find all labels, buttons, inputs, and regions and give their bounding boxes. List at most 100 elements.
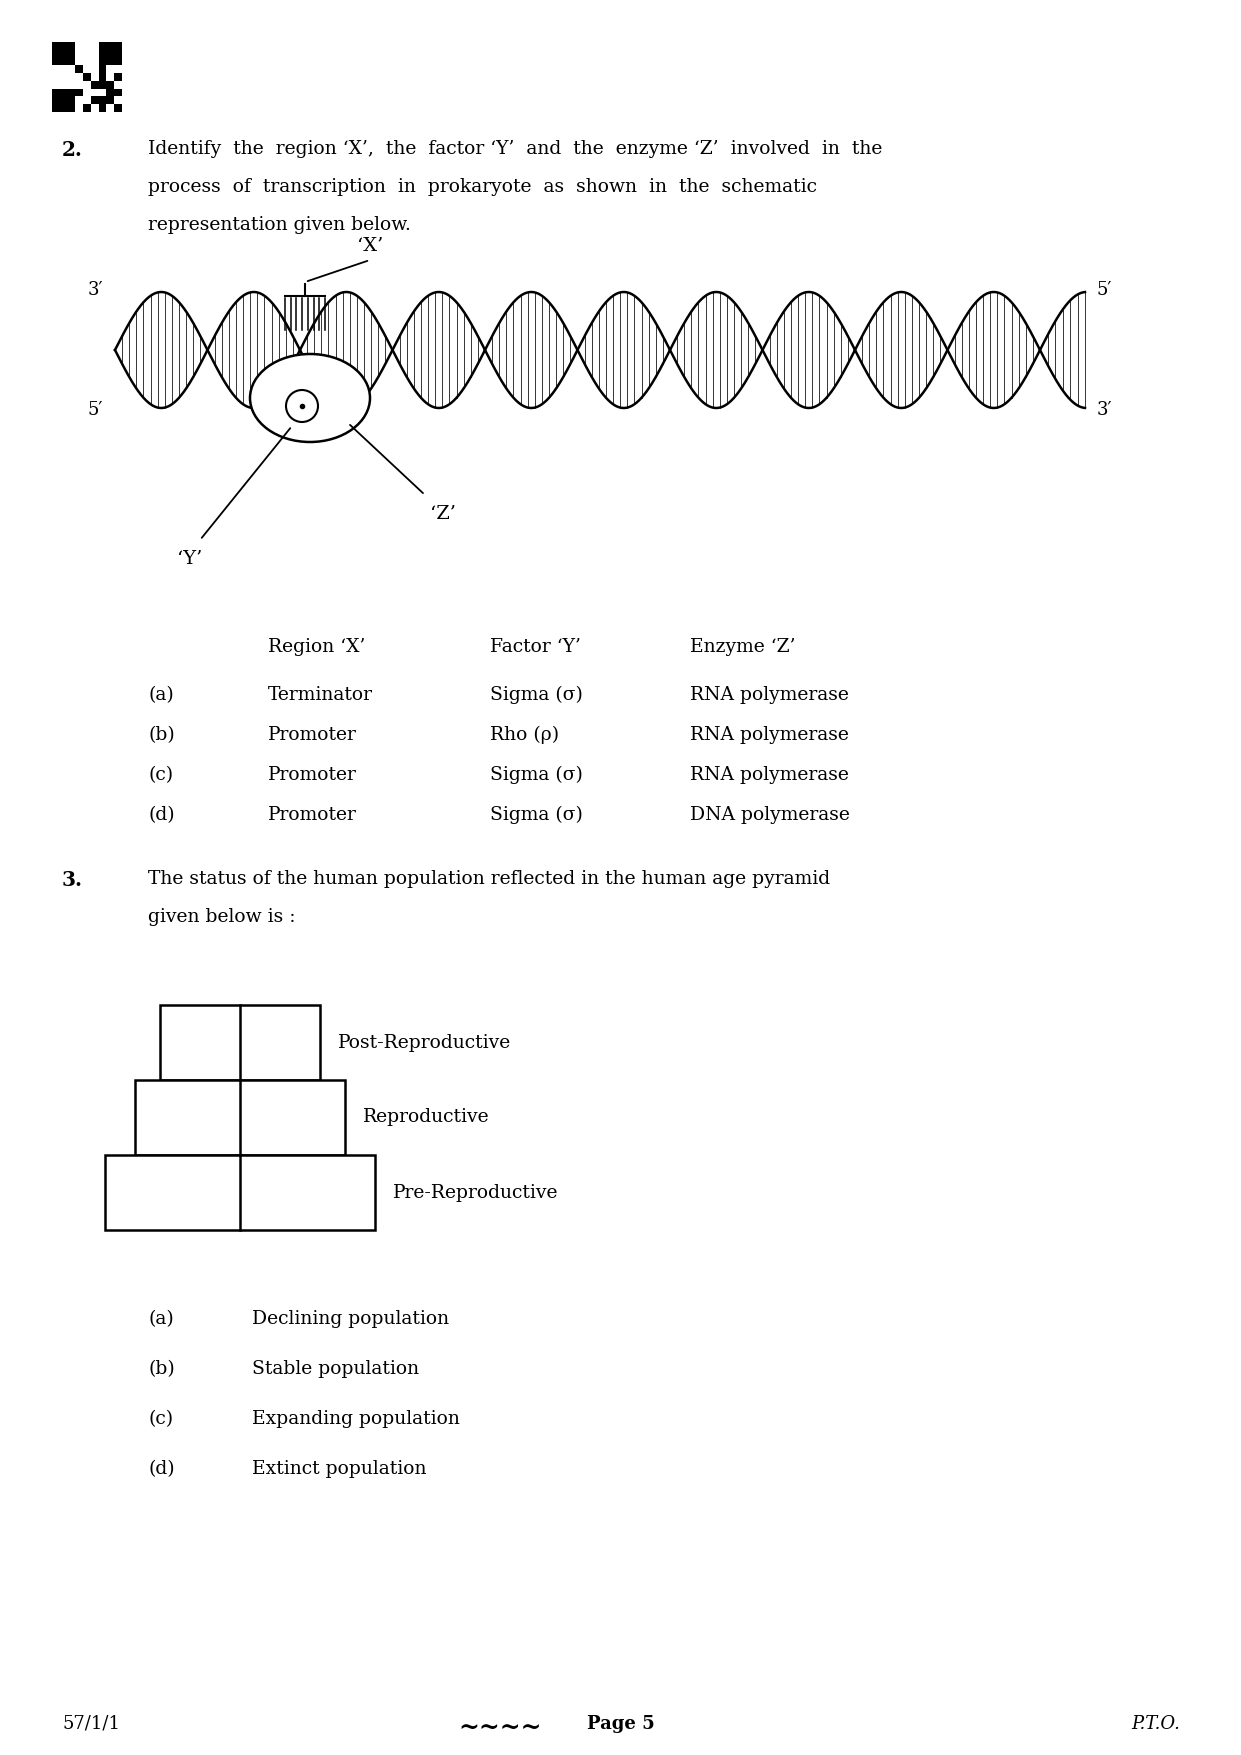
Bar bbox=[107, 58, 114, 65]
Bar bbox=[76, 65, 83, 74]
Bar bbox=[99, 58, 107, 65]
Polygon shape bbox=[485, 291, 577, 407]
Bar bbox=[60, 42, 67, 49]
Text: Declining population: Declining population bbox=[252, 1309, 449, 1329]
Bar bbox=[52, 90, 60, 97]
Text: 3.: 3. bbox=[62, 870, 83, 890]
Bar bbox=[67, 58, 76, 65]
Text: RNA polymerase: RNA polymerase bbox=[690, 765, 849, 784]
Text: process  of  transcription  in  prokaryote  as  shown  in  the  schematic: process of transcription in prokaryote a… bbox=[148, 177, 817, 197]
Text: Post-Reproductive: Post-Reproductive bbox=[338, 1034, 511, 1051]
Text: Promoter: Promoter bbox=[268, 727, 357, 744]
Text: Promoter: Promoter bbox=[268, 765, 357, 784]
Polygon shape bbox=[207, 291, 299, 407]
Polygon shape bbox=[577, 291, 670, 407]
Bar bbox=[160, 1006, 320, 1079]
Text: Extinct population: Extinct population bbox=[252, 1460, 427, 1478]
Text: (d): (d) bbox=[148, 806, 175, 825]
Text: 57/1/1: 57/1/1 bbox=[62, 1715, 120, 1732]
Bar bbox=[67, 42, 76, 49]
Bar bbox=[99, 104, 107, 112]
Text: ‘Z’: ‘Z’ bbox=[429, 505, 455, 523]
Polygon shape bbox=[762, 291, 855, 407]
Bar bbox=[83, 104, 91, 112]
Bar bbox=[114, 90, 122, 97]
Bar bbox=[52, 97, 60, 104]
Text: (c): (c) bbox=[148, 1409, 174, 1429]
Text: DNA polymerase: DNA polymerase bbox=[690, 806, 850, 825]
Bar bbox=[114, 42, 122, 49]
Bar bbox=[107, 42, 114, 49]
Bar bbox=[52, 104, 60, 112]
Bar bbox=[83, 74, 91, 81]
Text: Sigma (σ): Sigma (σ) bbox=[490, 806, 583, 825]
Bar bbox=[60, 49, 67, 58]
Bar bbox=[60, 58, 67, 65]
Bar bbox=[114, 58, 122, 65]
Bar bbox=[105, 1155, 375, 1230]
Circle shape bbox=[285, 390, 318, 421]
Polygon shape bbox=[1040, 291, 1085, 407]
Text: (b): (b) bbox=[148, 727, 175, 744]
Text: 3′: 3′ bbox=[87, 281, 103, 298]
Polygon shape bbox=[670, 291, 762, 407]
Bar bbox=[107, 81, 114, 90]
Text: (c): (c) bbox=[148, 765, 174, 784]
Text: 5′: 5′ bbox=[88, 400, 103, 419]
Text: P.T.O.: P.T.O. bbox=[1131, 1715, 1180, 1732]
Text: 2.: 2. bbox=[62, 140, 83, 160]
Polygon shape bbox=[855, 291, 947, 407]
Text: Enzyme ‘Z’: Enzyme ‘Z’ bbox=[690, 639, 795, 656]
Text: Reproductive: Reproductive bbox=[364, 1109, 490, 1127]
Text: ‘X’: ‘X’ bbox=[357, 237, 383, 254]
Bar bbox=[99, 65, 107, 74]
Bar bbox=[91, 97, 99, 104]
Bar bbox=[60, 104, 67, 112]
Bar bbox=[99, 49, 107, 58]
Ellipse shape bbox=[249, 355, 370, 442]
Bar bbox=[60, 90, 67, 97]
Text: 3′: 3′ bbox=[1097, 400, 1113, 419]
Text: Expanding population: Expanding population bbox=[252, 1409, 460, 1429]
Bar bbox=[99, 97, 107, 104]
Text: (a): (a) bbox=[148, 686, 174, 704]
Bar bbox=[114, 49, 122, 58]
Bar bbox=[52, 42, 60, 49]
Bar bbox=[52, 49, 60, 58]
Text: Rho (ρ): Rho (ρ) bbox=[490, 727, 560, 744]
Text: Factor ‘Y’: Factor ‘Y’ bbox=[490, 639, 581, 656]
Text: RNA polymerase: RNA polymerase bbox=[690, 727, 849, 744]
Text: (a): (a) bbox=[148, 1309, 174, 1329]
Bar bbox=[135, 1079, 345, 1155]
Bar bbox=[91, 81, 99, 90]
Bar bbox=[114, 74, 122, 81]
Text: given below is :: given below is : bbox=[148, 907, 295, 927]
Polygon shape bbox=[115, 291, 207, 407]
Text: Terminator: Terminator bbox=[268, 686, 374, 704]
Text: Sigma (σ): Sigma (σ) bbox=[490, 765, 583, 784]
Bar bbox=[60, 97, 67, 104]
Bar bbox=[67, 104, 76, 112]
Bar bbox=[107, 97, 114, 104]
Polygon shape bbox=[392, 291, 485, 407]
Bar bbox=[107, 90, 114, 97]
Text: 5′: 5′ bbox=[1097, 281, 1112, 298]
Text: RNA polymerase: RNA polymerase bbox=[690, 686, 849, 704]
Text: ~~~~: ~~~~ bbox=[458, 1715, 542, 1739]
Text: Sigma (σ): Sigma (σ) bbox=[490, 686, 583, 704]
Bar bbox=[99, 74, 107, 81]
Bar bbox=[99, 81, 107, 90]
Text: The status of the human population reflected in the human age pyramid: The status of the human population refle… bbox=[148, 870, 830, 888]
Bar bbox=[76, 90, 83, 97]
Bar bbox=[52, 58, 60, 65]
Polygon shape bbox=[948, 291, 1040, 407]
Bar bbox=[67, 49, 76, 58]
Text: representation given below.: representation given below. bbox=[148, 216, 411, 233]
Bar bbox=[107, 49, 114, 58]
Bar bbox=[114, 104, 122, 112]
Bar bbox=[99, 42, 107, 49]
Text: (b): (b) bbox=[148, 1360, 175, 1378]
Text: Pre-Reproductive: Pre-Reproductive bbox=[393, 1183, 558, 1202]
Text: (d): (d) bbox=[148, 1460, 175, 1478]
Text: Region ‘X’: Region ‘X’ bbox=[268, 639, 365, 656]
